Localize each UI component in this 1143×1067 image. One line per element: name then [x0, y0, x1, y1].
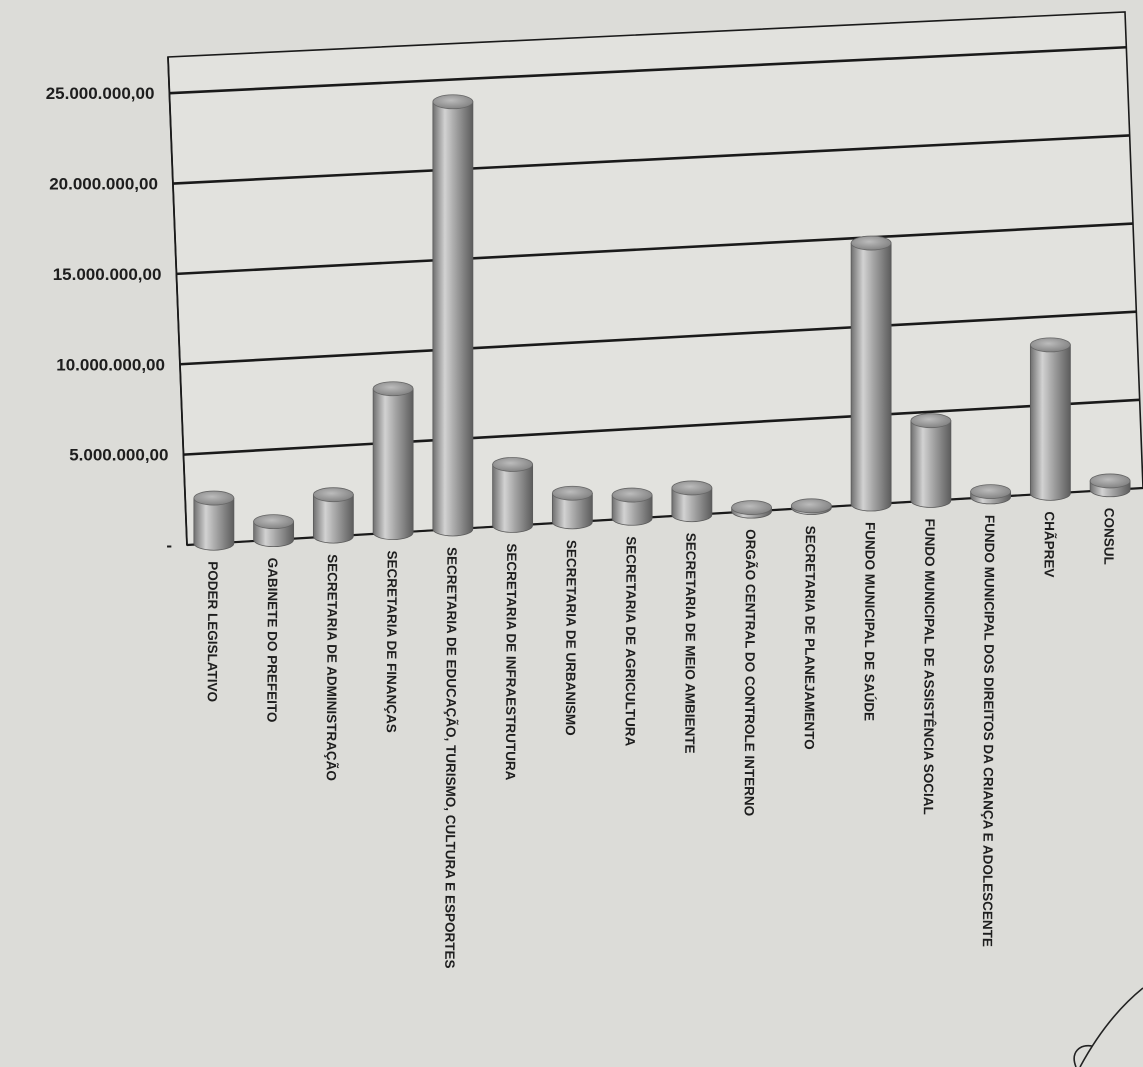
signature: [1073, 987, 1143, 1067]
y-tick-label: -: [166, 536, 172, 555]
gridline: [176, 222, 1134, 276]
bar: [671, 480, 713, 523]
y-tick-label: 15.000.000,00: [53, 265, 162, 284]
x-tick-label: PODER LEGISLATIVO: [205, 561, 221, 702]
y-axis-line: [167, 56, 188, 546]
x-tick-label: GABINETE DO PREFEITO: [264, 558, 280, 723]
x-tick-label: FUNDO MUNICIPAL DOS DIREITOS DA CRIANÇA …: [980, 515, 997, 947]
x-tick-label: ORGÃO CENTRAL DO CONTROLE INTERNO: [742, 529, 759, 816]
x-tick-label: CONSUL: [1101, 508, 1116, 565]
x-tick-label: SECRETARIA DE INFRAESTRUTURA: [503, 543, 519, 780]
bar: [1029, 337, 1071, 501]
x-tick-label: SECRETARIA DE MEIO AMBIENTE: [682, 533, 698, 754]
bar: [731, 500, 773, 519]
x-tick-label: FUNDO MUNICIPAL DE SAÚDE: [862, 522, 878, 721]
x-tick-label: SECRETARIA DE URBANISMO: [563, 540, 579, 736]
x-tick-label: SECRETARIA DE FINANÇAS: [384, 550, 400, 732]
y-tick-label: 10.000.000,00: [56, 355, 165, 374]
x-tick-label: SECRETARIA DE ADMINISTRAÇÃO: [324, 554, 340, 781]
x-tick-label: FUNDO MUNICIPAL DE ASSISTÊNCIA SOCIAL: [921, 518, 938, 814]
bar: [253, 514, 295, 548]
bar: [492, 457, 534, 533]
bar: [193, 490, 235, 551]
bar: [551, 485, 593, 530]
x-tick-label: SECRETARIA DE AGRICULTURA: [623, 536, 639, 746]
bar: [312, 487, 354, 544]
bar: [790, 498, 832, 515]
bar: [850, 235, 892, 512]
y-tick-label: 5.000.000,00: [69, 446, 168, 465]
bar: [970, 484, 1012, 505]
plot-area-frame: [167, 11, 1143, 546]
y-tick-label: 25.000.000,00: [46, 84, 155, 103]
plot-area: [167, 11, 1143, 546]
bar: [1089, 473, 1131, 498]
y-axis-tick-labels: - 5.000.000,00 10.000.000,00 15.000.000,00 2…: [46, 84, 172, 555]
x-tick-label: SECRETARIA DE EDUCAÇÃO, TURISMO, CULTURA…: [442, 547, 459, 969]
gridline: [179, 310, 1137, 366]
gridline: [183, 398, 1140, 456]
bars: [193, 94, 1131, 551]
x-axis-tick-labels: PODER LEGISLATIVO GABINETE DO PREFEITO SEC…: [205, 508, 1117, 969]
bar: [910, 413, 952, 508]
bar: [372, 381, 414, 540]
y-tick-label: 20.000.000,00: [49, 175, 158, 194]
bar: [611, 487, 653, 526]
gridline: [169, 45, 1127, 95]
signature-stroke: [1073, 987, 1143, 1067]
gridline: [172, 134, 1130, 185]
x-tick-label: CHÃPREV: [1042, 511, 1057, 577]
x-tick-label: SECRETARIA DE PLANEJAMENTO: [802, 526, 818, 750]
bar: [432, 94, 474, 537]
